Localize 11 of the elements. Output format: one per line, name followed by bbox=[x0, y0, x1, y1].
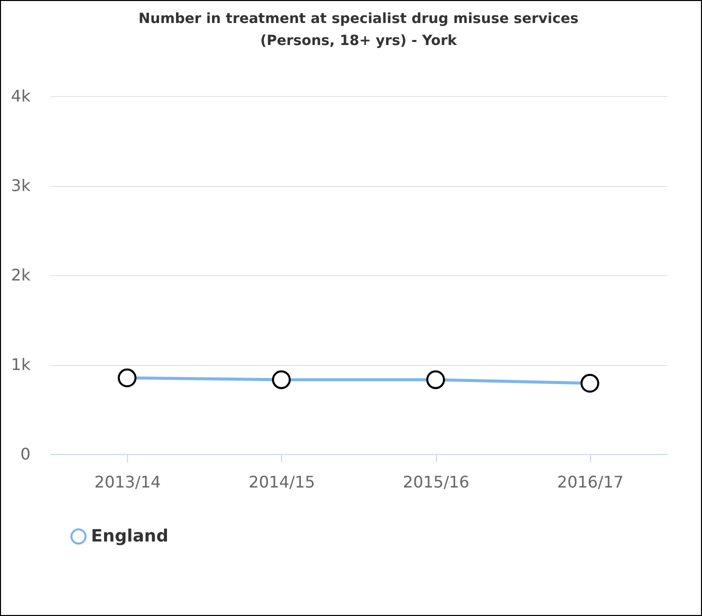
y-tick-label: 3k bbox=[11, 176, 32, 195]
x-tick-label: 2014/15 bbox=[248, 472, 316, 492]
x-tick-label: 2016/17 bbox=[557, 472, 624, 492]
chart-title: Number in treatment at specialist drug misuse services (Persons, 18+ yrs) - York bbox=[138, 11, 578, 49]
y-tick-label: 1k bbox=[11, 355, 32, 374]
x-tick-label: 2015/16 bbox=[402, 472, 470, 492]
y-tick-label: 0 bbox=[20, 444, 30, 464]
y-tick-label: 4k bbox=[11, 86, 32, 106]
legend-label: England bbox=[91, 526, 168, 546]
x-tick-label: 2013/14 bbox=[94, 472, 161, 492]
y-tick-label: 2k bbox=[11, 266, 32, 284]
